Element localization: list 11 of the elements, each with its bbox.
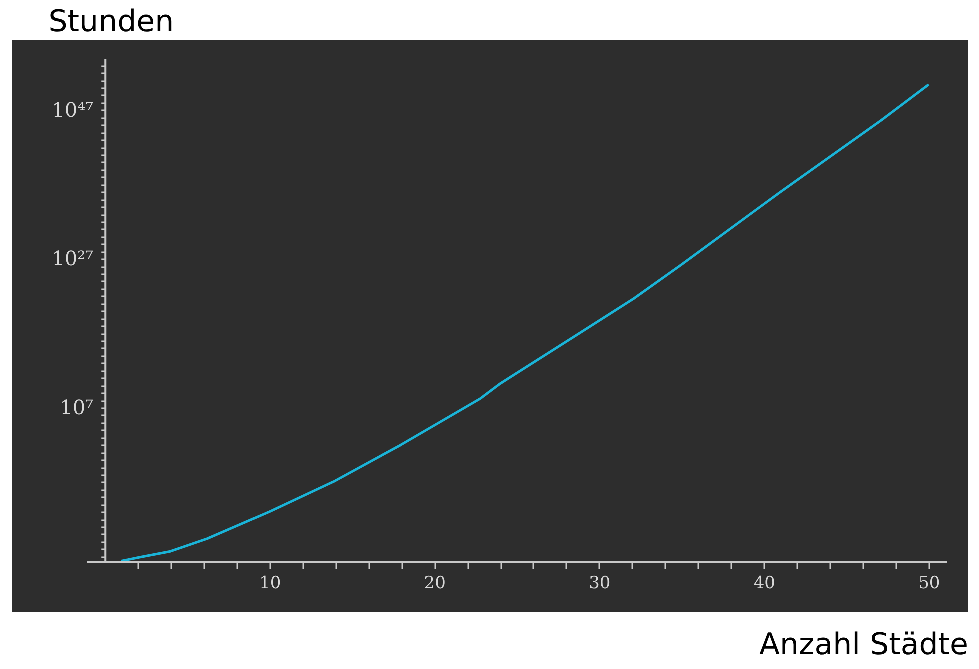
x-tick-label: 20 bbox=[424, 574, 446, 594]
x-axis-title: Anzahl Städte bbox=[759, 628, 968, 662]
line-series bbox=[120, 83, 930, 563]
x-tick-label: 30 bbox=[589, 574, 611, 594]
x-tick-label: 50 bbox=[918, 574, 940, 594]
x-tick-label: 40 bbox=[754, 574, 776, 594]
y-axis-title: Stunden bbox=[48, 4, 174, 40]
y-tick-label: 10²⁷ bbox=[52, 246, 94, 271]
x-tick-label: 10 bbox=[260, 574, 282, 594]
y-tick-label: 10⁴⁷ bbox=[52, 98, 94, 122]
y-tick-label: 10⁷ bbox=[60, 395, 94, 420]
